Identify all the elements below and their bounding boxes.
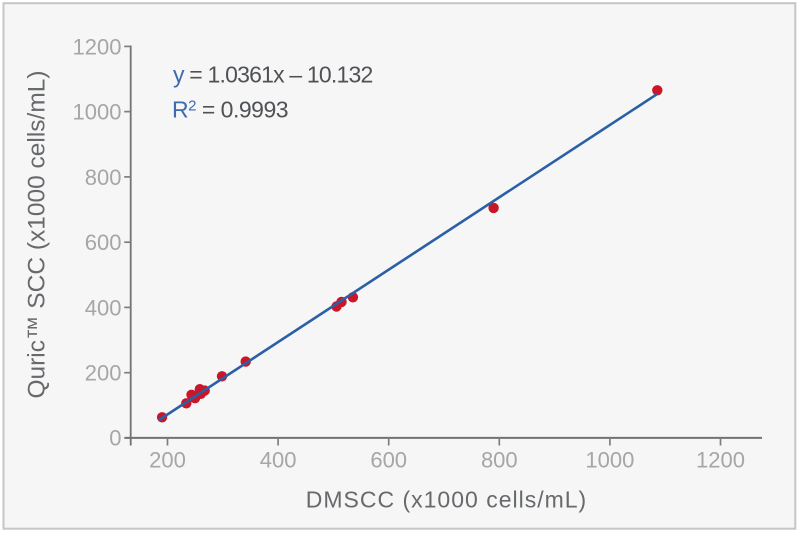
svg-text:1200: 1200 xyxy=(696,448,745,473)
svg-text:R2 = 0.9993: R2 = 0.9993 xyxy=(172,97,288,123)
svg-text:1000: 1000 xyxy=(585,448,634,473)
svg-text:400: 400 xyxy=(85,295,122,320)
svg-text:600: 600 xyxy=(370,448,407,473)
svg-text:800: 800 xyxy=(481,448,518,473)
svg-text:600: 600 xyxy=(85,230,122,255)
svg-text:Quric™ SCC (x1000 cells/mL): Quric™ SCC (x1000 cells/mL) xyxy=(24,70,51,398)
svg-text:400: 400 xyxy=(260,448,297,473)
svg-text:y = 1.0361x – 10.132: y = 1.0361x – 10.132 xyxy=(173,62,372,88)
svg-text:0: 0 xyxy=(109,426,121,451)
svg-text:200: 200 xyxy=(85,361,122,386)
svg-text:1000: 1000 xyxy=(73,100,122,125)
svg-text:200: 200 xyxy=(149,448,186,473)
svg-text:DMSCC (x1000 cells/mL): DMSCC (x1000 cells/mL) xyxy=(306,486,587,512)
svg-text:1200: 1200 xyxy=(73,34,122,59)
svg-text:800: 800 xyxy=(85,165,122,190)
